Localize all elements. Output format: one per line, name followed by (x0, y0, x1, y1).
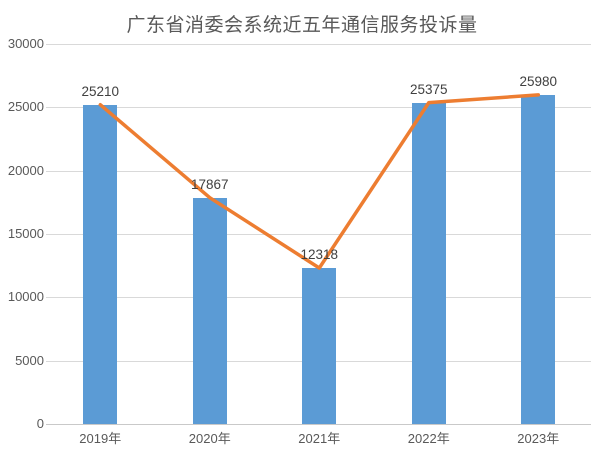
y-axis-tick-label: 15000 (7, 226, 44, 241)
bar-2019年 (83, 104, 118, 424)
data-label: 25210 (81, 83, 120, 99)
y-gridline (45, 44, 591, 45)
y-axis-tick-label: 10000 (7, 289, 44, 305)
data-label: 17867 (190, 176, 229, 192)
y-gridline (45, 107, 591, 109)
data-label: 12318 (300, 246, 339, 262)
y-axis-tick-label: 20000 (7, 162, 44, 178)
data-label: 25375 (409, 81, 448, 97)
x-axis-tick-label: 2019年 (79, 431, 122, 446)
x-axis-tick-label: 2021年 (298, 431, 341, 446)
y-axis-tick-label: 5000 (15, 352, 44, 368)
y-axis-tick-label: 0 (36, 416, 44, 431)
bar-2021年 (302, 267, 337, 424)
data-label: 25980 (519, 73, 558, 89)
y-gridline (45, 234, 591, 235)
y-gridline (45, 424, 591, 425)
y-gridline (45, 170, 591, 172)
bar-2022年 (411, 102, 446, 424)
y-axis-tick-label: 25000 (7, 99, 44, 115)
y-axis-tick-label: 30000 (7, 36, 44, 51)
x-axis-tick-label: 2020年 (188, 431, 231, 446)
x-axis-tick-label: 2022年 (407, 431, 450, 446)
bar-2020年 (192, 197, 227, 424)
bar-2023年 (521, 94, 556, 424)
x-axis-tick-label: 2023年 (517, 431, 560, 446)
chart-title: 广东省消委会系统近五年通信服务投诉量 (126, 15, 478, 36)
